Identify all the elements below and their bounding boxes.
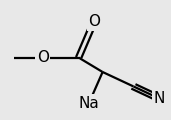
Text: O: O <box>88 14 100 29</box>
Text: N: N <box>153 91 165 106</box>
Text: O: O <box>37 50 49 65</box>
Text: Na: Na <box>78 96 99 111</box>
